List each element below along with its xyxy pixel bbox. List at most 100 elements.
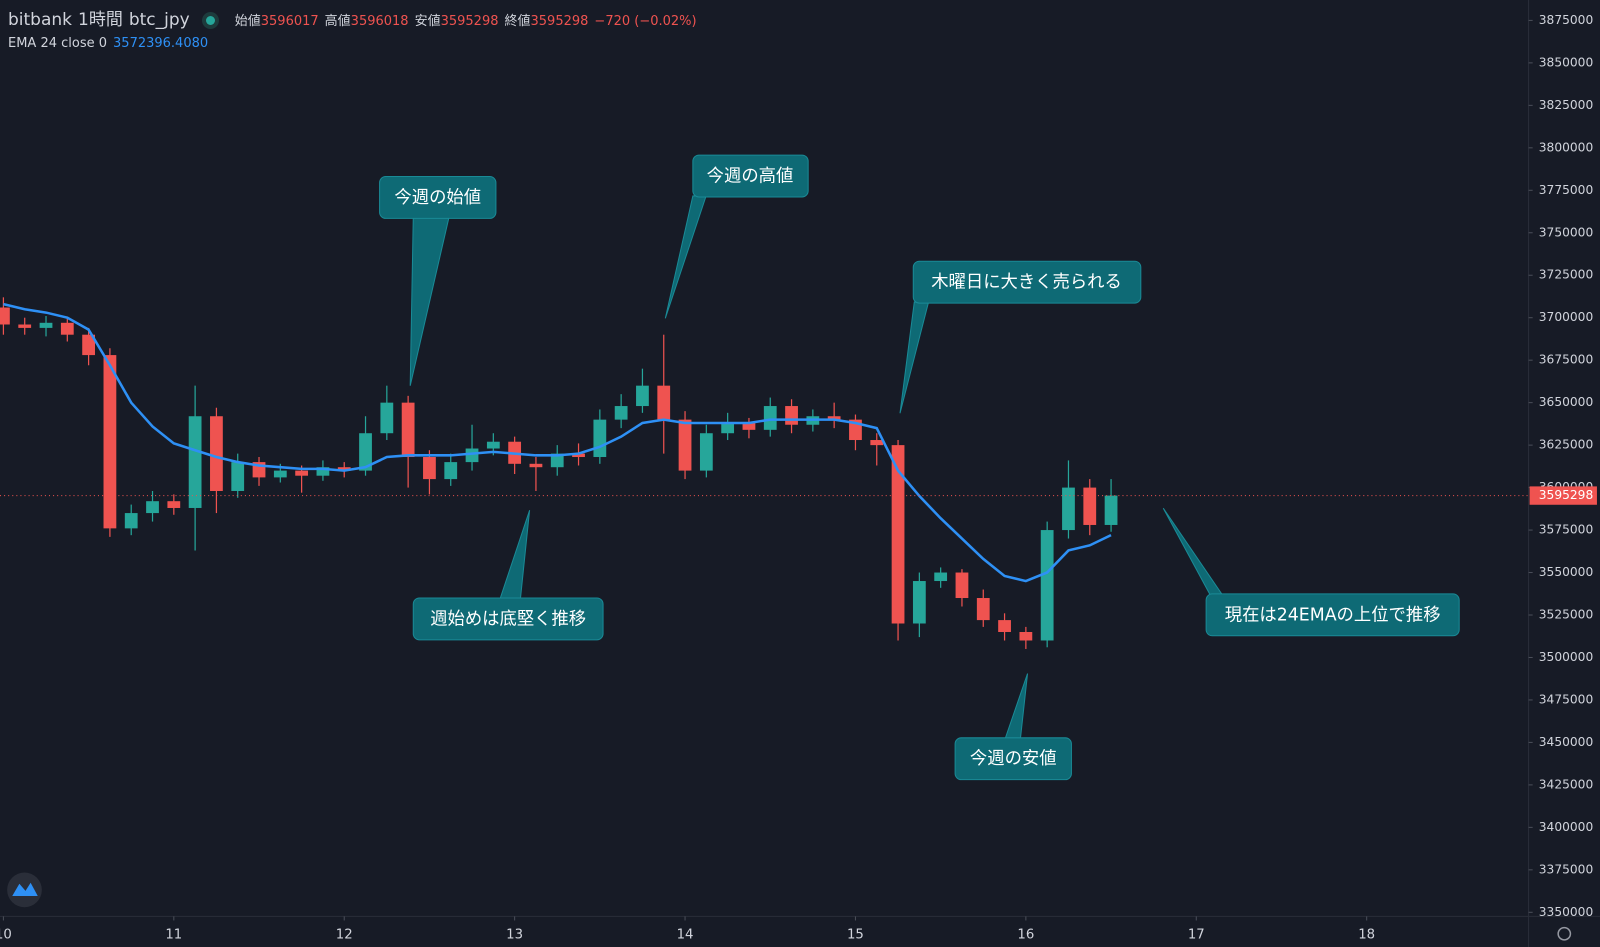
- candle-body: [337, 467, 351, 471]
- ohlc-label: 終値: [504, 14, 531, 29]
- ohlc-value: 3595298: [530, 14, 589, 29]
- ohlc-value: 3596018: [350, 14, 409, 29]
- x-tick-label: 16: [1017, 928, 1034, 943]
- candle-body: [763, 406, 777, 430]
- x-tick-label: 11: [165, 928, 182, 943]
- ema-value: 3572396.4080: [113, 36, 209, 51]
- ohlc-item: 終値3595298: [505, 10, 589, 29]
- candle-body: [124, 513, 138, 529]
- indicator-legend: EMA 24 close 0 3572396.4080: [8, 36, 208, 51]
- plot-area: 3350000 3375000 3400000 3425000 3450000 34750…: [0, 13, 1593, 943]
- y-tick-label: 3650000: [1539, 395, 1593, 409]
- y-tick-label: 3400000: [1539, 820, 1593, 834]
- candle-body: [0, 307, 10, 325]
- x-tick-label: 17: [1188, 928, 1205, 943]
- last-price-tag: [1529, 486, 1597, 505]
- callout-box: [1205, 593, 1460, 637]
- candle-body: [486, 441, 500, 449]
- y-tick-label: 3625000: [1539, 438, 1593, 452]
- y-tick-label: 3425000: [1539, 777, 1593, 791]
- y-tick-label: 3875000: [1539, 13, 1593, 27]
- candle-body: [934, 572, 948, 582]
- x-tick-label: 10: [0, 928, 12, 943]
- y-tick-label: 3800000: [1539, 140, 1593, 154]
- logo-icon: [12, 882, 38, 896]
- ohlc-value: 3596017: [260, 14, 319, 29]
- candle-body: [1104, 495, 1118, 525]
- callout-box: [379, 176, 497, 219]
- annotation: 今週の高値: [707, 167, 794, 187]
- x-tick-label: 18: [1358, 928, 1375, 943]
- candle-body: [636, 385, 649, 407]
- callout: 今週の安値: [954, 673, 1072, 781]
- candle-body: [423, 457, 436, 480]
- candle-body: [444, 462, 458, 480]
- candle-body: [1083, 487, 1097, 525]
- candle-body: [380, 402, 394, 434]
- candle-body: [955, 572, 969, 599]
- candle-body: [550, 453, 564, 468]
- annotation: 週始めは底堅く推移: [430, 609, 586, 629]
- candle-body: [231, 462, 245, 491]
- candle-body: [785, 406, 798, 425]
- pair: btc_jpy: [128, 10, 190, 30]
- candle-body: [870, 440, 884, 446]
- candle-body: [146, 501, 159, 514]
- y-tick-label: 3850000: [1539, 55, 1593, 69]
- y-tick-label: 3775000: [1539, 183, 1593, 197]
- x-tick-label: 13: [506, 928, 523, 943]
- candle-body: [721, 423, 735, 434]
- ema-line: [3, 302, 1112, 583]
- y-tick-label: 3475000: [1539, 692, 1593, 706]
- candle-body: [1062, 487, 1075, 531]
- candle-body: [657, 385, 671, 420]
- y-tick-label: 3700000: [1539, 310, 1593, 324]
- candle-body: [827, 416, 841, 420]
- y-tick-label: 3725000: [1539, 268, 1593, 282]
- candle-body: [359, 433, 372, 471]
- callout: 週始めは底堅く推移: [412, 510, 604, 641]
- ohlc-value: 3595298: [440, 14, 499, 29]
- candle-body: [912, 581, 926, 624]
- annotation: 今週の安値: [970, 749, 1057, 769]
- candle-body: [39, 322, 53, 328]
- candle-body: [188, 416, 202, 508]
- ohlc-item: 高値3596018: [325, 10, 409, 29]
- annotation: 現在は24EMAの上位で推移: [1225, 605, 1441, 625]
- candle-body: [60, 322, 74, 335]
- candle-body: [529, 463, 543, 468]
- y-tick-label: 3550000: [1539, 565, 1593, 579]
- ohlc-label: 始値: [234, 14, 261, 29]
- candle-body: [18, 324, 32, 328]
- settings-icon[interactable]: [1557, 926, 1572, 941]
- callout: 今週の高値: [664, 154, 809, 319]
- y-tick-label: 3525000: [1539, 608, 1593, 622]
- ohlc-label: 安値: [414, 14, 441, 29]
- y-tick-label: 3500000: [1539, 650, 1593, 664]
- candle-body: [614, 406, 628, 420]
- last-price-label: 3595298: [1539, 488, 1593, 502]
- y-tick-label: 3675000: [1539, 353, 1593, 367]
- y-tick-label: 3825000: [1539, 98, 1593, 112]
- ohlc-item: 安値3595298: [415, 10, 499, 29]
- y-tick-label: 3350000: [1539, 905, 1593, 919]
- candle-body: [742, 423, 756, 430]
- ohlc-item: 始値3596017: [235, 10, 319, 29]
- callout-box: [912, 260, 1142, 304]
- ohlc-legend: 始値3596017 高値3596018 安値3595298 終値3595298: [235, 10, 589, 29]
- candle-body: [976, 598, 990, 621]
- callout-box: [954, 737, 1072, 781]
- candle-body: [295, 470, 309, 476]
- ohlc-label: 高値: [324, 14, 351, 29]
- status-dot: [205, 16, 215, 25]
- candle-body: [210, 416, 223, 491]
- header: bitbank 1時間 btc_jpy 始値3596017 高値3596018 安値…: [8, 5, 697, 30]
- candle-body: [891, 445, 905, 624]
- callout: 現在は24EMAの上位で推移: [1162, 507, 1460, 637]
- candle-body: [572, 453, 585, 458]
- annotation: 今週の始値: [394, 188, 481, 208]
- candle-body: [82, 334, 96, 356]
- y-tick-label: 3575000: [1539, 523, 1593, 537]
